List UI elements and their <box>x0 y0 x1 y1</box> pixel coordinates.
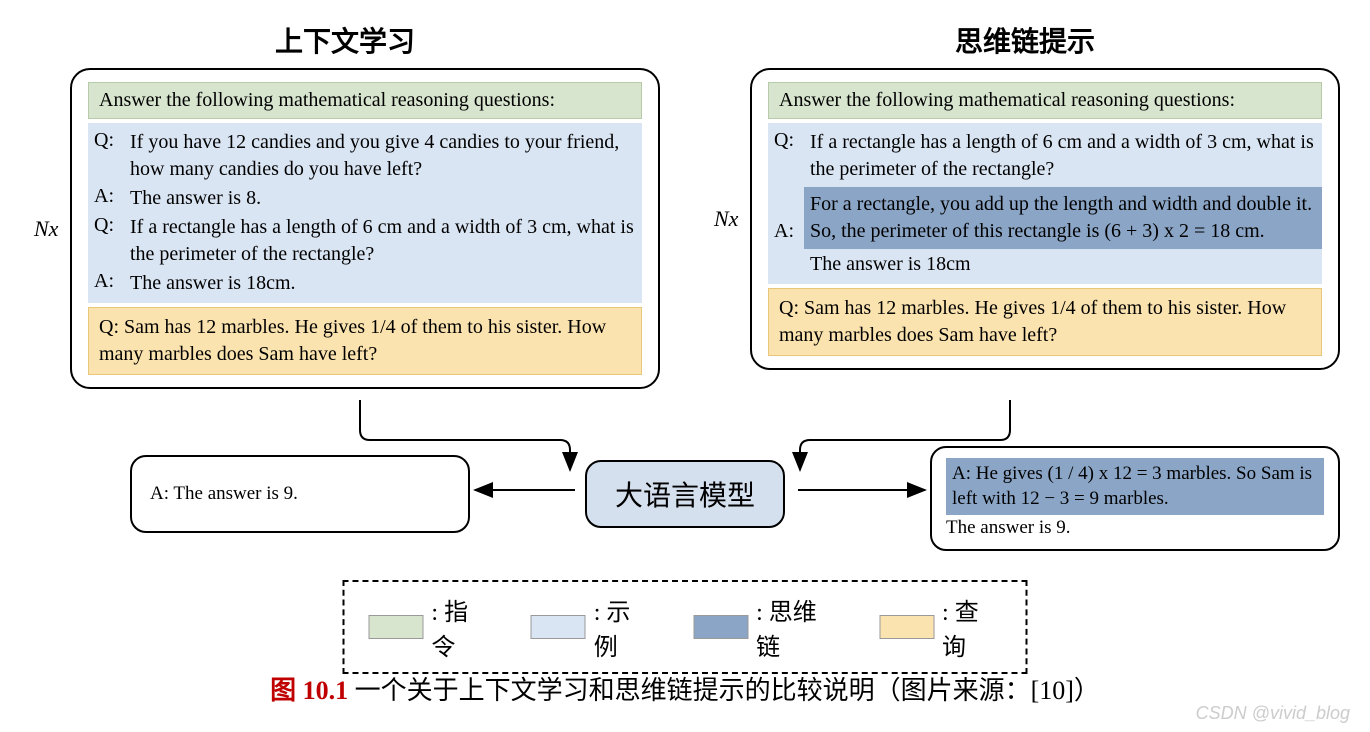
right-panel: Nx Answer the following mathematical rea… <box>750 68 1340 370</box>
right-title: 思维链提示 <box>710 20 1340 60</box>
left-column: 上下文学习 Nx Answer the following mathematic… <box>30 20 660 389</box>
qa-text: The answer is 8. <box>130 185 636 212</box>
swatch-instruction <box>369 615 424 639</box>
caption-text: 一个关于上下文学习和思维链提示的比较说明（图片来源：[10]） <box>348 676 1100 705</box>
legend-label: : 示例 <box>594 592 653 662</box>
qa-row: Q: If a rectangle has a length of 6 cm a… <box>774 129 1316 183</box>
legend-cot: : 思维链 <box>693 592 839 662</box>
watermark: CSDN @vivid_blog <box>1196 703 1350 724</box>
right-answer-final: The answer is 9. <box>946 517 1324 539</box>
right-answer-box: A: He gives (1 / 4) x 12 = 3 marbles. So… <box>930 446 1340 551</box>
cot-text: For a rectangle, you add up the length a… <box>804 187 1322 249</box>
qa-text: The answer is 18cm. <box>130 270 636 297</box>
right-query: Q: Sam has 12 marbles. He gives 1/4 of t… <box>768 288 1322 356</box>
left-answer-text: A: The answer is 9. <box>150 483 298 504</box>
qa-label: Q: <box>94 129 122 152</box>
legend-example: : 示例 <box>531 592 653 662</box>
swatch-query <box>879 615 934 639</box>
qa-label: A: <box>774 220 802 243</box>
model-box: 大语言模型 <box>585 460 785 528</box>
legend-label: : 查询 <box>942 592 1001 662</box>
qa-text: If a rectangle has a length of 6 cm and … <box>810 129 1316 183</box>
qa-row: Q: If you have 12 candies and you give 4… <box>94 129 636 183</box>
qa-row: A: For a rectangle, you add up the lengt… <box>774 185 1316 278</box>
qa-label: Q: <box>774 129 802 152</box>
left-query: Q: Sam has 12 marbles. He gives 1/4 of t… <box>88 307 642 375</box>
nx-label-right: Nx <box>714 206 738 232</box>
qa-answer-block: For a rectangle, you add up the length a… <box>810 185 1316 278</box>
qa-text: If you have 12 candies and you give 4 ca… <box>130 129 636 183</box>
left-instruction: Answer the following mathematical reason… <box>88 82 642 119</box>
qa-row: Q: If a rectangle has a length of 6 cm a… <box>94 214 636 268</box>
legend-query: : 查询 <box>879 592 1001 662</box>
right-instruction: Answer the following mathematical reason… <box>768 82 1322 119</box>
swatch-cot <box>693 615 748 639</box>
left-title: 上下文学习 <box>30 20 660 60</box>
qa-row: A: The answer is 18cm. <box>94 270 636 297</box>
legend-instruction: : 指令 <box>369 592 491 662</box>
left-answer-box: A: The answer is 9. <box>130 455 470 533</box>
figure-caption: 图 10.1 一个关于上下文学习和思维链提示的比较说明（图片来源：[10]） <box>270 670 1100 707</box>
right-answer-cot: A: He gives (1 / 4) x 12 = 3 marbles. So… <box>946 458 1324 515</box>
legend: : 指令 : 示例 : 思维链 : 查询 <box>343 580 1028 674</box>
qa-text: If a rectangle has a length of 6 cm and … <box>130 214 636 268</box>
right-examples: Q: If a rectangle has a length of 6 cm a… <box>768 123 1322 284</box>
left-examples: Q: If you have 12 candies and you give 4… <box>88 123 642 303</box>
right-column: 思维链提示 Nx Answer the following mathematic… <box>710 20 1340 389</box>
swatch-example <box>531 615 586 639</box>
qa-row: A: The answer is 8. <box>94 185 636 212</box>
qa-label: Q: <box>94 214 122 237</box>
legend-label: : 思维链 <box>756 592 839 662</box>
nx-label-left: Nx <box>34 216 58 242</box>
figure-number: 图 10.1 <box>270 676 348 705</box>
left-panel: Nx Answer the following mathematical rea… <box>70 68 660 389</box>
qa-label: A: <box>94 185 122 208</box>
qa-label: A: <box>94 270 122 293</box>
legend-label: : 指令 <box>431 592 490 662</box>
answer-final-text: The answer is 18cm <box>810 251 1316 278</box>
